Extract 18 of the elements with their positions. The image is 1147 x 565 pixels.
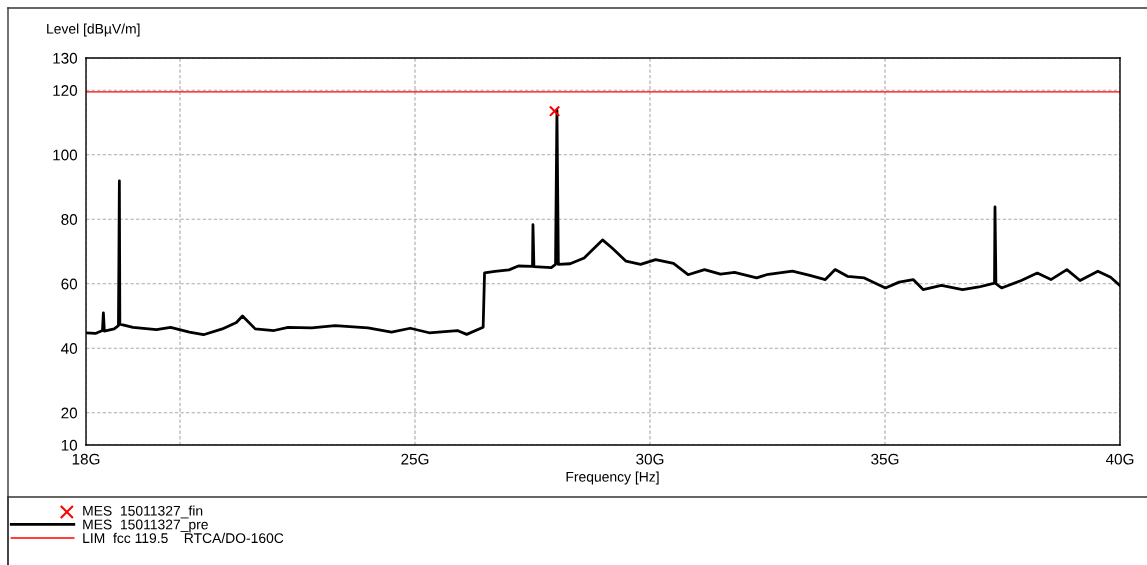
x-axis-title: Frequency [Hz] — [566, 471, 659, 485]
y-tick-label: 120 — [53, 85, 78, 96]
x-tick-label: 25G — [401, 453, 429, 465]
legend-label: MES 15011327_pre — [83, 519, 208, 533]
y-tick-label: 130 — [53, 52, 78, 64]
y-tick-label: 80 — [61, 214, 78, 225]
y-tick-label: 10 — [61, 439, 78, 451]
x-tick-label: 40G — [1105, 453, 1134, 465]
y-tick-label: 60 — [61, 278, 78, 290]
y-axis-title: Level [dBµV/m] — [47, 23, 140, 37]
legend-label: LIM fcc 119.5 RTCA/DO-160C — [83, 532, 284, 544]
x-tick-label: 30G — [636, 453, 664, 465]
y-tick-label: 20 — [61, 407, 78, 419]
y-tick-label: 40 — [61, 343, 78, 354]
x-tick-label: 18G — [72, 453, 100, 465]
y-tick-label: 100 — [53, 149, 78, 161]
legend-label: MES 15011327_fin — [83, 505, 203, 519]
x-tick-label: 35G — [871, 453, 899, 465]
